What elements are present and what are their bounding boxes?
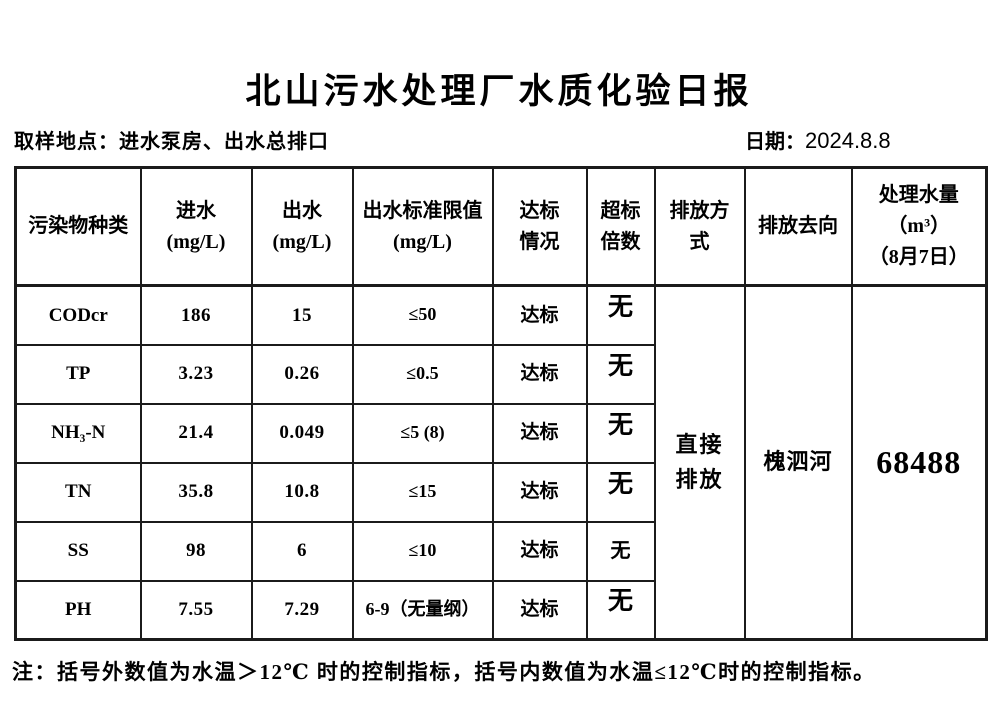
compliance-cell: 达标 [491,343,588,405]
discharge-destination-cell: 槐泗河 [743,284,853,641]
limit-cell: 6-9（无量纲） [351,579,494,641]
pollutant-name-cell: SS [14,520,142,582]
col-header-exceed: 超标 倍数 [585,166,656,287]
outflow-cell: 0.049 [250,402,354,464]
col-header-pollutant: 污染物种类 [14,166,142,287]
col-header-outflow: 出水 (mg/L) [250,166,354,287]
pollutant-name-cell: TP [14,343,142,405]
sampling-location-label: 取样地点：进水泵房、出水总排口 [14,131,329,153]
report-date: 日期：2024.8.8 [745,125,891,154]
compliance-cell: 达标 [491,402,588,464]
exceed-cell: 无 [585,343,656,405]
exceed-cell: 无 [585,520,656,582]
water-quality-table: 污染物种类 进水 (mg/L) 出水 (mg/L) 出水标准限值 (mg/L) … [14,166,988,641]
report-subheader: 取样地点：进水泵房、出水总排口 日期：2024.8.8 [14,125,984,155]
col-header-volume: 处理水量 （m³） （8月7日） [850,166,988,287]
exceed-cell: 无 [585,461,656,523]
col-header-discharge-dest: 排放去向 [743,166,853,287]
pollutant-name-cell: PH [14,579,142,641]
exceed-value: 无 [607,293,633,321]
limit-cell: ≤5 (8) [351,402,494,464]
outflow-cell: 7.29 [250,579,354,641]
exceed-value: 无 [610,539,631,562]
discharge-mode-cell: 直接 排放 [653,284,746,641]
date-value: 2024.8.8 [805,128,891,153]
compliance-cell: 达标 [491,520,588,582]
inflow-cell: 98 [139,520,253,582]
compliance-cell: 达标 [491,461,588,523]
table-row-tp: TP 3.23 0.26 ≤0.5 达标 无 [14,343,987,405]
table-row-tn: TN 35.8 10.8 ≤15 达标 无 [14,461,987,523]
limit-cell: ≤10 [351,520,494,582]
header-row: 污染物种类 进水 (mg/L) 出水 (mg/L) 出水标准限值 (mg/L) … [14,166,988,287]
exceed-value: 无 [607,588,633,616]
limit-cell: ≤50 [351,284,494,346]
date-label: 日期： [745,131,805,153]
treated-volume-cell: 68488 [850,284,988,641]
compliance-cell: 达标 [491,284,588,346]
pollutant-name-cell: TN [14,461,142,523]
col-header-discharge-mode: 排放方 式 [653,166,746,287]
outflow-cell: 15 [250,284,354,346]
table-row-nh3n: NH₃-N 21.4 0.049 ≤5 (8) 达标 无 [14,402,987,464]
table-row-ph: PH 7.55 7.29 6-9（无量纲） 达标 无 [14,579,987,641]
pollutant-name-cell: CODcr [14,284,142,346]
col-header-compliance: 达标 情况 [491,166,588,287]
col-header-limit: 出水标准限值 (mg/L) [351,166,494,287]
exceed-cell: 无 [585,402,656,464]
page-title: 北山污水处理厂水质化验日报 [245,72,753,111]
inflow-cell: 186 [139,284,253,346]
limit-cell: ≤0.5 [351,343,494,405]
exceed-value: 无 [607,411,633,439]
inflow-cell: 7.55 [139,579,253,641]
outflow-cell: 6 [250,520,354,582]
outflow-cell: 10.8 [250,461,354,523]
inflow-cell: 3.23 [139,343,253,405]
footnote: 注：括号外数值为水温＞12℃ 时的控制指标，括号内数值为水温≤12℃时的控制指标… [12,660,876,684]
outflow-cell: 0.26 [250,343,354,405]
pollutant-name-cell: NH₃-N [14,402,142,464]
exceed-value: 无 [607,470,633,498]
col-header-inflow: 进水 (mg/L) [139,166,253,287]
inflow-cell: 21.4 [139,402,253,464]
exceed-cell: 无 [585,579,656,641]
inflow-cell: 35.8 [139,461,253,523]
exceed-cell: 无 [585,284,656,346]
table-row-ss: SS 98 6 ≤10 达标 无 [14,520,987,582]
exceed-value: 无 [607,352,633,380]
limit-cell: ≤15 [351,461,494,523]
table-row-codcr: CODcr 186 15 ≤50 达标 无 直接 排放 槐泗河 68488 [14,284,988,641]
compliance-cell: 达标 [491,579,588,641]
